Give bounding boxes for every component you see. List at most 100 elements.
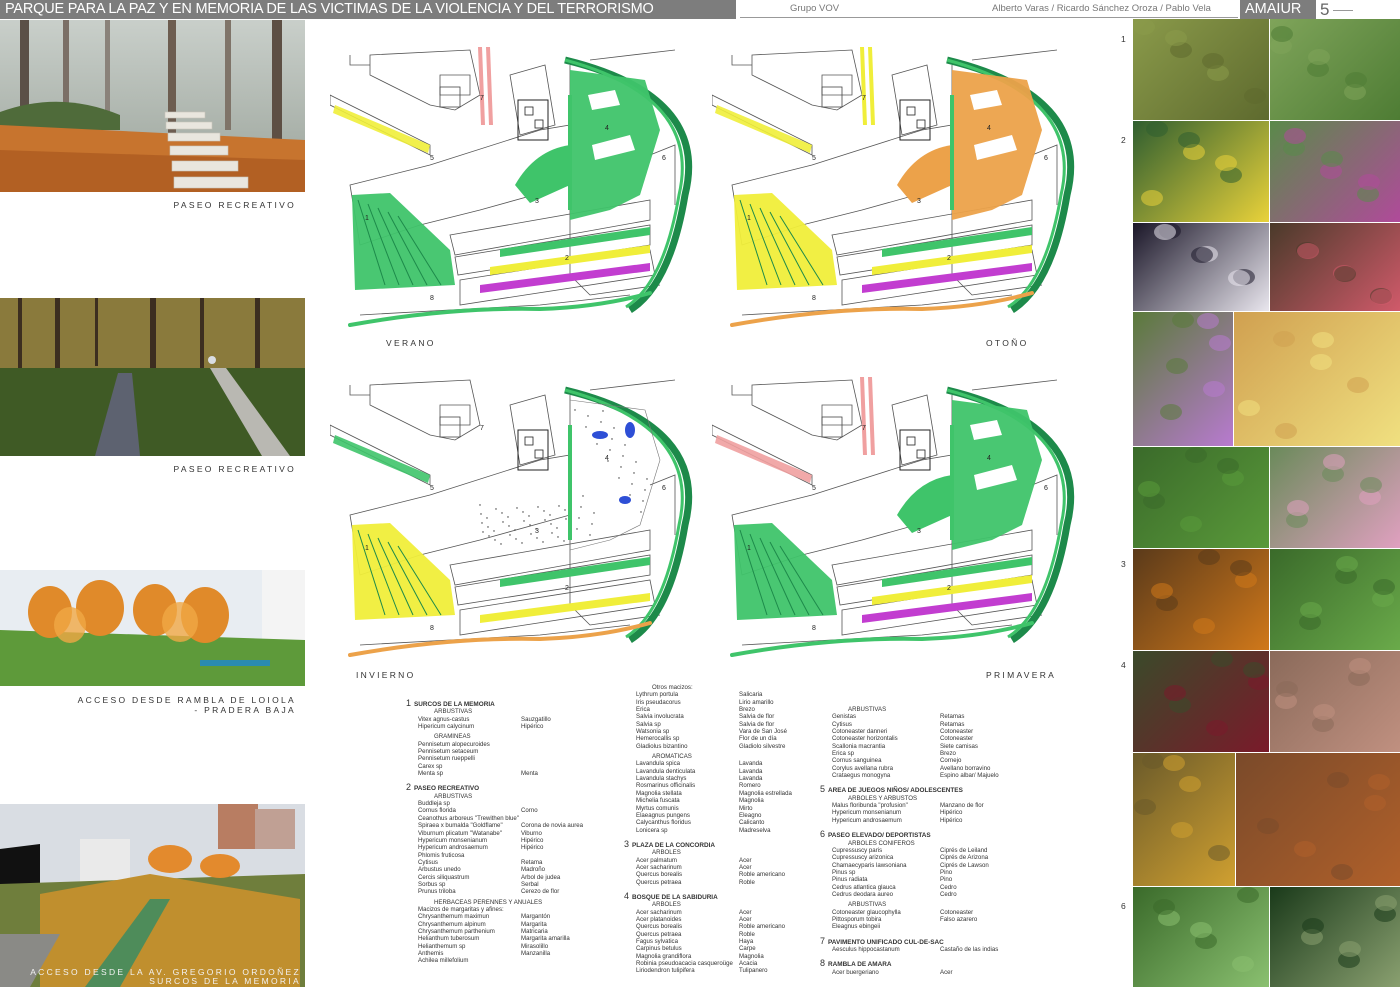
plan-zone-8-rambla bbox=[348, 621, 652, 657]
plant-photo-texture bbox=[1197, 313, 1219, 329]
caption-paseo-recreativo-1: PASEO RECREATIVO bbox=[173, 200, 296, 210]
plant-common-name: Mirto bbox=[739, 804, 753, 812]
plan-zone-3-dots bbox=[564, 509, 566, 511]
plan-zone-label: 4 bbox=[987, 455, 991, 462]
plan-outline bbox=[359, 294, 631, 316]
plan-zone-3-dots bbox=[563, 540, 565, 542]
plant-row: Watsonia sp Vara de San José bbox=[624, 728, 814, 735]
plan-zone-6-promenade bbox=[564, 388, 684, 639]
plant-photo-texture bbox=[1347, 377, 1369, 393]
plant-common-name: Siete camisas bbox=[940, 742, 978, 750]
plan-zone-label: 3 bbox=[917, 528, 921, 535]
plant-scientific-name: Acer buergeriano bbox=[832, 968, 879, 976]
plan-zone-4-dots bbox=[633, 472, 635, 474]
poster-title: PARQUE PARA LA PAZ Y EN MEMORIA DE LAS V… bbox=[0, 0, 736, 19]
plan-zone-label: 2 bbox=[947, 585, 951, 592]
plant-photo-texture bbox=[1248, 674, 1269, 690]
plan-outline bbox=[509, 394, 556, 466]
photo-forest-path-image bbox=[0, 298, 305, 456]
plant-row: Pennisetum setaceum bbox=[406, 748, 606, 755]
plan-zone-2-band bbox=[480, 263, 650, 293]
plant-scientific-name: Anthemis bbox=[418, 950, 444, 957]
plan-zone-3-dots bbox=[551, 532, 553, 534]
plan-zone-label: 1 bbox=[747, 215, 751, 222]
plan-zone-3-dots bbox=[508, 525, 510, 527]
plant-photo-texture bbox=[1372, 591, 1394, 607]
plant-common-name: Margarita amarilla bbox=[521, 935, 570, 943]
plant-photo-texture bbox=[1230, 560, 1252, 576]
plant-photo-texture bbox=[1275, 423, 1297, 439]
plan-outline bbox=[649, 144, 676, 205]
plan-building bbox=[821, 86, 843, 108]
plan-zone-3 bbox=[897, 475, 952, 533]
plant-scientific-name: Hipericum calycinum bbox=[418, 723, 475, 731]
plant-common-name: Roble bbox=[739, 930, 755, 938]
plant-photo-texture bbox=[1307, 61, 1329, 77]
plant-scientific-name: Prunus triloba bbox=[418, 888, 456, 896]
plant-row: Cotoneaster glaucophylla Cotoneaster bbox=[820, 909, 1032, 916]
plant-scientific-name: Erica sp bbox=[832, 750, 855, 758]
plant-scientific-name: Helianthum tuberosum bbox=[418, 935, 480, 943]
plant-row: Quercus borealis Roble americano bbox=[624, 871, 814, 878]
plant-photo-texture bbox=[1244, 88, 1266, 104]
caption-paseo-recreativo-2: PASEO RECREATIVO bbox=[173, 464, 296, 474]
plant-scientific-name: Sorbus sp bbox=[418, 880, 446, 888]
plant-photo-texture bbox=[1313, 704, 1335, 720]
plan-zone-4-dots bbox=[622, 455, 624, 457]
plant-photo-texture bbox=[1142, 753, 1164, 769]
plant-common-name: Calicanto bbox=[739, 819, 765, 827]
plant-common-name: Magnolia bbox=[739, 952, 764, 960]
plant-photo-texture bbox=[1179, 776, 1201, 792]
plant-scientific-name: Pennisetum alopecuroides bbox=[418, 740, 490, 748]
plan-zone-1-furrow bbox=[759, 207, 796, 286]
plant-photo-texture bbox=[1185, 447, 1207, 463]
plan-zone-3-dots bbox=[516, 507, 518, 509]
plant-photo-texture bbox=[1331, 864, 1353, 880]
plant-photo-texture bbox=[1270, 38, 1292, 54]
plant-scientific-name: Menta sp bbox=[418, 770, 444, 778]
plant-scientific-name: Magnolia stellata bbox=[636, 789, 682, 797]
plant-photo-texture bbox=[1208, 845, 1230, 861]
plan-pond bbox=[619, 496, 631, 504]
plan-outline bbox=[359, 624, 631, 646]
plan-outline bbox=[349, 385, 370, 396]
plan-outline bbox=[971, 379, 1058, 391]
plant-row: Cotoneaster horizontalis Cotoneaster bbox=[820, 735, 1032, 742]
plant-common-name: Serbal bbox=[521, 880, 539, 888]
plan-zone-label: 7 bbox=[862, 95, 866, 102]
plant-section-title: AREA DE JUEGOS NIÑOS/ ADOLESCENTES bbox=[828, 787, 963, 795]
plant-row: Carpinus betulus Carpe bbox=[624, 945, 814, 952]
plant-photo-texture bbox=[1275, 693, 1297, 709]
plant-photo-texture bbox=[1284, 128, 1306, 144]
plant-section-title: PAVIMENTO UNIFICADO CUL-DE-SAC bbox=[828, 938, 944, 946]
plant-row: Ceanothus arboreus "Trewithen blue" bbox=[406, 815, 606, 822]
plant-scientific-name: Vitex agnus-castus bbox=[418, 715, 470, 723]
plan-zone-3-dots bbox=[482, 531, 484, 533]
plant-list-column-3: ARBUSTIVAS Genistas Retamas Cytisus Retamas C… bbox=[820, 706, 1032, 976]
caption-acceso-ordonez: ACCESO DESDE LA AV. GREGORIO ORDOÑEZ bbox=[30, 967, 301, 977]
plant-photo bbox=[1133, 121, 1269, 222]
plant-row: Quercus borealis Roble americano bbox=[624, 923, 814, 930]
plant-section-title: PASEO RECREATIVO bbox=[414, 785, 480, 793]
plan-zone-3-dots bbox=[509, 534, 511, 536]
plan-outline bbox=[509, 64, 556, 136]
plan-zone-label: 1 bbox=[365, 215, 369, 222]
plant-list-gap bbox=[820, 953, 1032, 956]
plan-zone-4-dots bbox=[587, 415, 589, 417]
plant-photo-texture bbox=[1207, 65, 1229, 81]
plant-common-name: Pino bbox=[940, 876, 953, 884]
plant-row: Hypericum monsenianum Hipérico bbox=[820, 809, 1032, 816]
plant-row: Lavandula spica Lavanda bbox=[624, 760, 814, 767]
plant-scientific-name: Cytisus bbox=[832, 720, 852, 728]
plant-photo-texture bbox=[1257, 818, 1279, 834]
plant-scientific-name: Lonicera sp bbox=[636, 826, 668, 834]
plan-zone-1-furrow bbox=[397, 545, 442, 616]
plan-zone-8-rambla bbox=[730, 621, 1034, 657]
plant-section-heading: 1 SURCOS DE LA MEMORIA bbox=[406, 699, 606, 709]
plan-zone-label: 2 bbox=[565, 255, 569, 262]
plant-common-name: Retamas bbox=[940, 713, 965, 721]
plant-photo-texture bbox=[1358, 174, 1380, 190]
plan-zone-6-promenade bbox=[564, 386, 693, 643]
plant-scientific-name: Cotoneaster danneri bbox=[832, 728, 888, 736]
plan-zone-4-clearing bbox=[970, 420, 1002, 440]
